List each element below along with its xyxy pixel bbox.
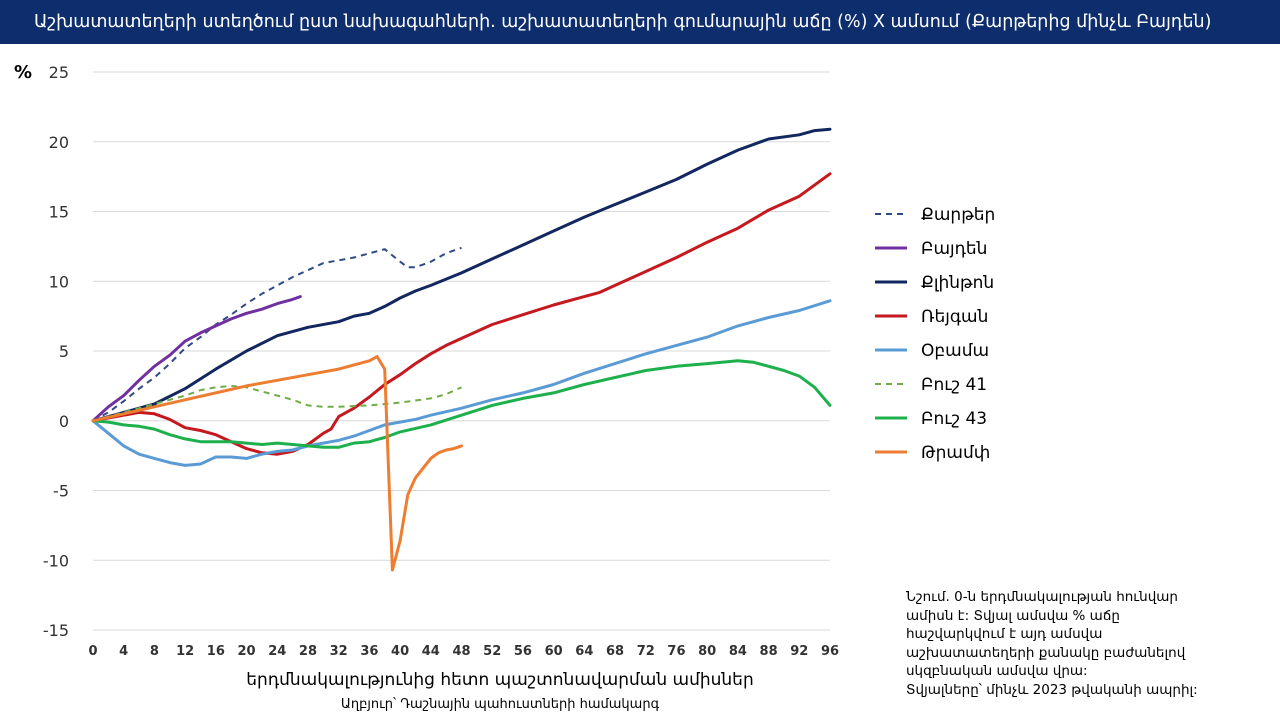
series-lines <box>91 127 832 572</box>
x-tick-labels: 0 4 8 12 16 20 24 28 32 36 40 44 48 52 56 60 64 68 72 76 80 8… <box>88 644 839 659</box>
y-tick-label: 25 <box>49 63 69 82</box>
x-tick-label: 4 <box>119 644 128 659</box>
chart-title: Աշխատատեղերի ստեղծում ըստ նախագահների. ա… <box>0 0 1280 44</box>
x-tick-label: 80 <box>698 644 716 659</box>
x-tick-label: 84 <box>729 644 747 659</box>
note-text: Նշում. 0-ն երդմնակալության հունվար ամիսն… <box>906 588 1246 699</box>
x-tick-label: 68 <box>606 644 624 659</box>
y-tick-label: 10 <box>49 272 69 291</box>
x-tick-label: 48 <box>452 644 470 659</box>
x-tick-label: 36 <box>360 644 378 659</box>
y-tick-label: -10 <box>43 551 69 570</box>
series-line <box>91 299 832 467</box>
x-tick-label: 72 <box>637 644 655 659</box>
y-tick-label: 20 <box>49 133 69 152</box>
series-line <box>91 359 832 449</box>
y-tick-label: 0 <box>59 412 69 431</box>
note-line: Նշում. 0-ն երդմնակալության հունվար <box>906 589 1178 605</box>
legend-label: Բուշ 43 <box>921 409 987 429</box>
note-line: ամիսն է: Տվյալ ամսվա % աճը <box>906 607 1120 624</box>
y-tick-label: -15 <box>43 621 69 640</box>
x-tick-label: 52 <box>483 644 501 659</box>
y-tick-label: 5 <box>59 342 69 361</box>
x-tick-label: 24 <box>268 644 286 659</box>
series-line <box>92 246 462 422</box>
x-tick-label: 8 <box>150 644 159 659</box>
x-tick-label: 20 <box>237 644 255 659</box>
legend-label: Բայդեն <box>921 239 987 259</box>
x-tick-label: 44 <box>422 644 440 659</box>
note-line: հաշվարկվում է այդ ամսվա <box>906 626 1103 642</box>
y-tick-label: 15 <box>49 203 69 222</box>
x-tick-label: 88 <box>760 644 778 659</box>
x-tick-label: 32 <box>330 644 348 659</box>
grid-lines <box>93 71 830 631</box>
legend-label: Թրամփ <box>921 443 990 463</box>
series-line <box>92 384 462 422</box>
x-tick-label: 96 <box>821 644 839 659</box>
legend-label: Ռեյգան <box>921 307 988 327</box>
note-line: սկզբնական ամսվա վրա: <box>906 663 1088 679</box>
series-line <box>91 355 463 572</box>
legend-label: Քարթեր <box>921 205 995 225</box>
x-tick-label: 76 <box>667 644 685 659</box>
x-tick-label: 56 <box>514 644 532 659</box>
x-tick-label: 28 <box>299 644 317 659</box>
series-line <box>91 295 302 423</box>
source-text: Աղբյուր՝ Դաշնային պահուստների համակարգ <box>340 697 660 712</box>
x-tick-label: 60 <box>545 644 563 659</box>
legend: Քարթեր Բայդեն Քլինթոն Ռեյգան Օբամա Բուշ 41 Բու… <box>875 205 995 463</box>
x-axis-label: երդմնակալությունից հետո պաշտոնավարման ամ… <box>246 670 754 690</box>
y-axis-label: % <box>14 62 33 83</box>
note-line: Տվյալները՝ մինչև 2023 թվականի ապրիլ: <box>906 681 1198 698</box>
y-tick-label: -5 <box>53 482 69 501</box>
x-tick-label: 0 <box>88 644 97 659</box>
legend-label: Բուշ 41 <box>921 375 987 395</box>
y-tick-labels: 25 20 15 10 5 0 -5 -10 -15 <box>43 63 69 640</box>
series-line <box>91 172 832 456</box>
x-tick-label: 12 <box>176 644 194 659</box>
legend-label: Քլինթոն <box>921 273 994 293</box>
series-line <box>91 127 832 423</box>
x-tick-label: 40 <box>391 644 409 659</box>
x-tick-label: 64 <box>575 644 593 659</box>
legend-label: Օբամա <box>921 341 989 361</box>
x-tick-label: 92 <box>790 644 808 659</box>
x-tick-label: 16 <box>207 644 225 659</box>
note-line: աշխատատեղերի քանակը բաժանելով <box>906 644 1186 661</box>
